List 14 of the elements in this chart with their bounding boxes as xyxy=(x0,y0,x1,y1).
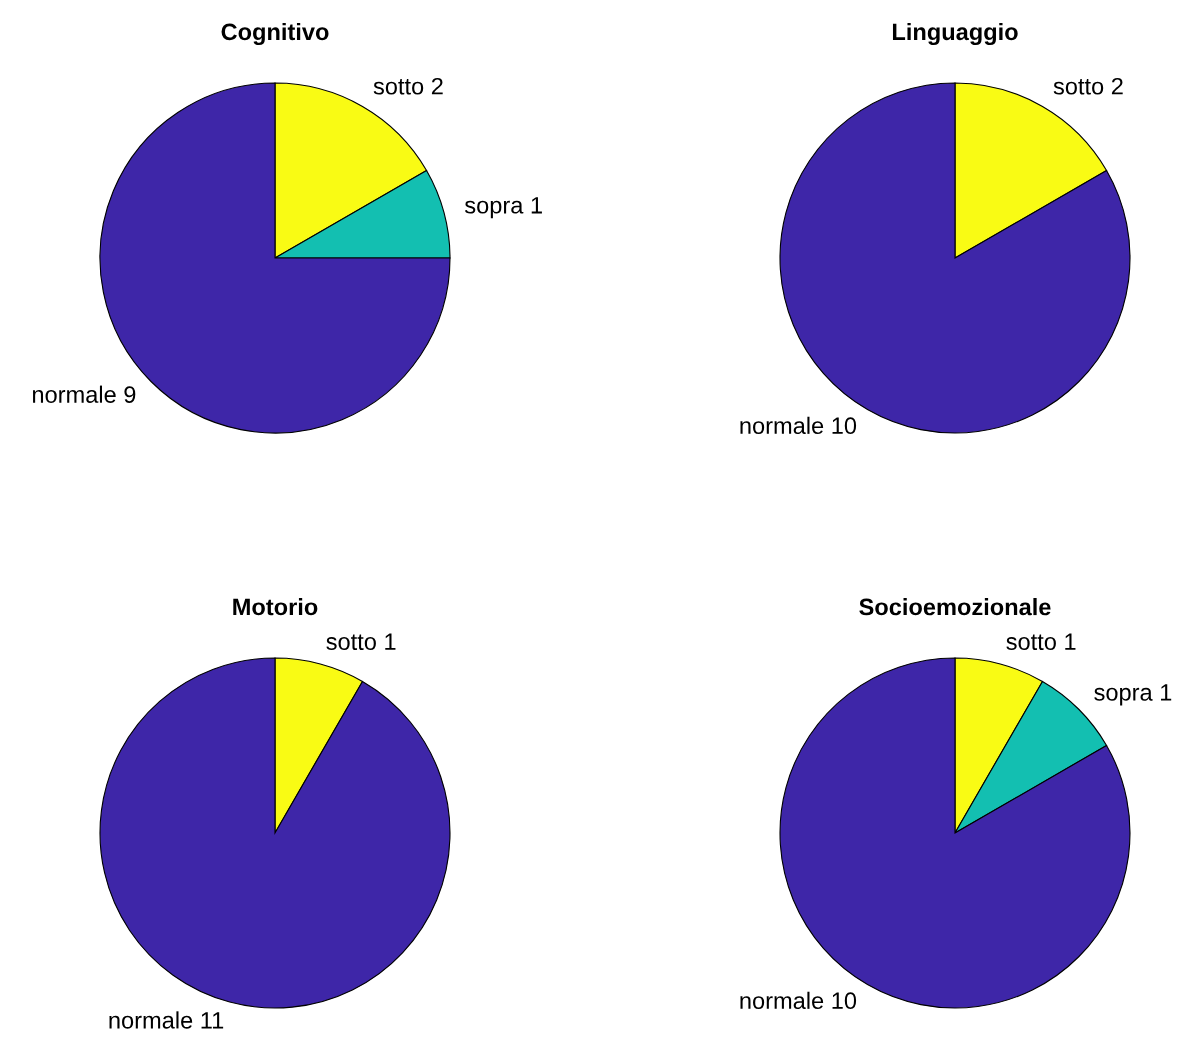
slice-label: normale 9 xyxy=(32,385,136,403)
slice-label: normale 11 xyxy=(109,1011,224,1029)
chart-title: Motorio xyxy=(233,597,318,616)
slice-label: normale 10 xyxy=(740,416,857,435)
slice-label: sotto 1 xyxy=(326,633,396,651)
slice-label: normale 10 xyxy=(740,991,857,1010)
chart-title: Socioemozionale xyxy=(859,597,1051,616)
slice-label: sotto 2 xyxy=(373,77,443,95)
chart-title: Linguaggio xyxy=(892,22,1018,45)
slice-label: sotto 1 xyxy=(1006,633,1076,651)
slice-label: sopra 1 xyxy=(1094,684,1172,706)
chart-title: Cognitivo xyxy=(221,22,329,45)
slice-label: sopra 1 xyxy=(464,197,542,219)
slice-label: sotto 2 xyxy=(1053,77,1123,95)
